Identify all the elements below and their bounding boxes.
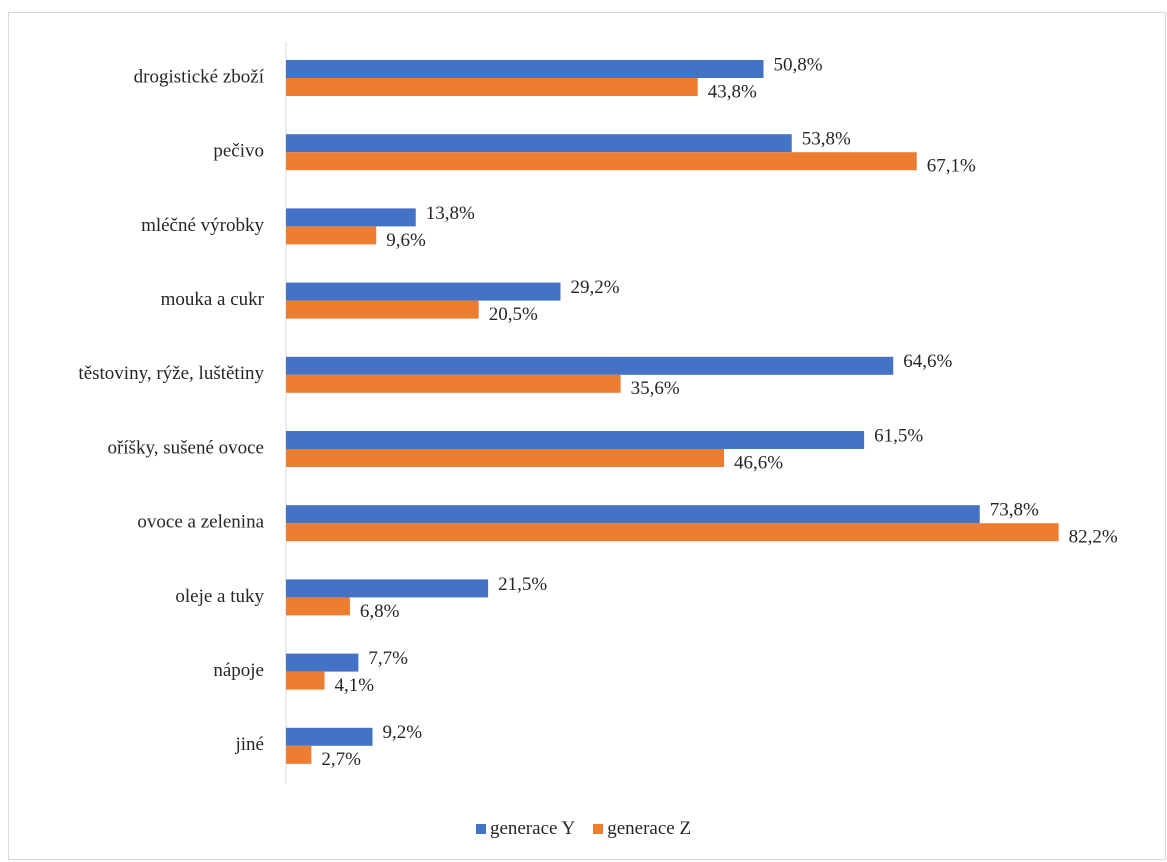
bar-series-2 [286,300,479,319]
data-label-series-1: 13,8% [426,203,475,224]
category-label: drogistické zboží [134,66,265,87]
category-label: mouka a cukr [161,289,265,310]
bar-series-2 [286,597,350,616]
bar-series-1 [286,134,792,153]
data-label-series-1: 21,5% [498,574,547,595]
data-label-series-2: 2,7% [321,749,361,770]
category-label: ovoce a zelenina [137,512,264,533]
data-label-series-1: 53,8% [802,129,851,150]
legend-swatch-series-2 [593,824,604,834]
legend-item-series-2: generace Z [593,818,691,840]
bar-series-1 [286,356,894,375]
bar-series-2 [286,78,698,96]
bar-series-1 [286,505,980,524]
bar-series-1 [286,208,416,227]
category-label: těstoviny, rýže, luštětiny [78,363,264,384]
data-label-series-1: 64,6% [903,351,952,372]
chart-legend: generace Y generace Z [0,818,1167,840]
data-label-series-2: 4,1% [335,675,375,696]
bar-series-2 [286,226,377,245]
bar-series-2 [286,523,1059,542]
data-label-series-1: 29,2% [570,277,619,298]
category-label: oříšky, sušené ovoce [107,437,264,458]
bar-series-1 [286,282,561,301]
data-label-series-2: 9,6% [386,230,426,251]
data-label-series-1: 73,8% [990,500,1039,521]
category-label: oleje a tuky [175,586,264,607]
bar-series-2 [286,671,325,690]
data-label-series-1: 61,5% [874,425,923,446]
data-label-series-1: 9,2% [382,722,422,743]
bar-series-1 [286,727,373,746]
data-label-series-1: 50,8% [774,54,823,75]
legend-label-series-1: generace Y [489,818,576,839]
data-label-series-2: 35,6% [631,378,680,399]
data-label-series-2: 82,2% [1069,527,1118,548]
data-label-series-2: 67,1% [927,156,976,177]
bar-series-1 [286,60,764,78]
category-label: nápoje [213,660,264,681]
bar-series-2 [286,449,725,467]
bar-series-2 [286,152,917,171]
bar-series-2 [286,745,312,764]
legend-swatch-series-1 [475,824,486,834]
bar-series-1 [286,431,865,449]
data-label-series-2: 20,5% [489,304,538,325]
legend-label-series-2: generace Z [607,818,692,839]
data-label-series-2: 43,8% [708,81,757,102]
bar-series-1 [286,579,489,598]
data-label-series-2: 46,6% [734,452,783,473]
category-label: pečivo [213,141,264,162]
bar-series-1 [286,653,359,672]
data-label-series-1: 7,7% [368,648,408,669]
legend-item-series-1: generace Y [475,818,576,840]
category-label: jiné [235,734,265,755]
category-label: mléčné výrobky [141,215,264,236]
data-label-series-2: 6,8% [360,601,400,622]
bar-series-2 [286,374,621,393]
